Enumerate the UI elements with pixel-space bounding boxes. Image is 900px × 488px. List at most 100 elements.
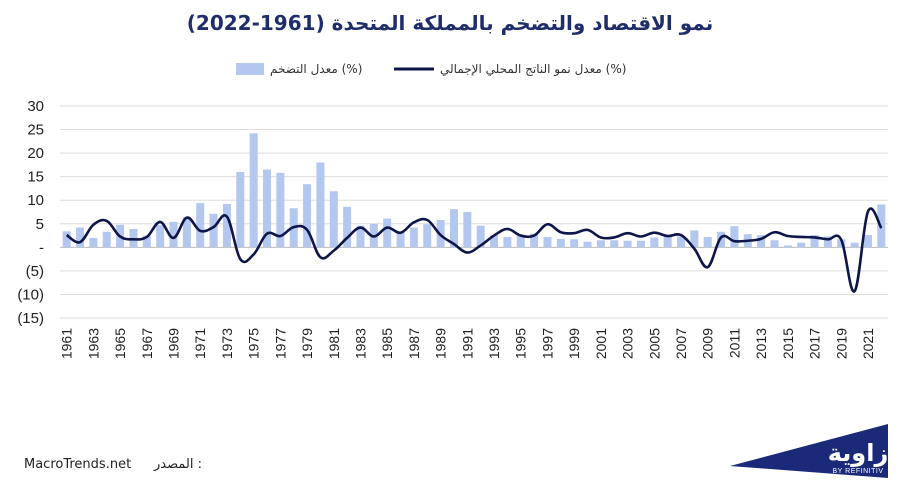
y-tick-label: 30: [27, 98, 44, 115]
gdp-line: [65, 207, 883, 293]
inflation-bar-1981: [329, 191, 338, 248]
source-value: MacroTrends.net: [24, 457, 131, 472]
inflation-bar-1998: [556, 238, 565, 248]
x-tick-label: 1987: [406, 328, 422, 359]
x-tick-label: 1999: [566, 328, 582, 359]
x-tick-label: 1995: [513, 328, 529, 359]
x-tick-label: 1973: [219, 328, 235, 359]
inflation-bar-1964: [102, 231, 111, 248]
inflation-bar-1976: [262, 169, 272, 248]
x-tick-label: 2003: [620, 328, 636, 359]
inflation-bar-1975: [249, 133, 258, 248]
x-tick-label: 1997: [539, 328, 555, 359]
inflation-bar-1992: [476, 225, 485, 248]
x-tick-label: 2011: [726, 328, 742, 358]
inflation-bar-1999: [570, 239, 579, 248]
y-tick-label: 10: [27, 192, 44, 209]
logo-text: زاوية: [828, 439, 889, 467]
inflation-bar-1973: [222, 203, 231, 248]
x-tick-label: 1993: [486, 328, 502, 359]
inflation-bar-1977: [276, 172, 285, 248]
inflation-bar-2013: [757, 235, 766, 248]
inflation-bar-1980: [316, 162, 325, 248]
x-tick-label: 2001: [593, 328, 609, 359]
x-tick-label: 1961: [59, 328, 75, 359]
x-tick-label: 1971: [192, 328, 208, 359]
legend-label-inflation: معدل التضخم (%): [270, 62, 362, 76]
inflation-bar-2007: [676, 236, 686, 248]
x-tick-label: 1975: [246, 328, 262, 359]
legend: معدل التضخم (%) معدل نمو الناتج المحلي ا…: [236, 62, 626, 77]
x-tick-label: 2013: [753, 328, 769, 359]
inflation-bar-1988: [423, 224, 432, 248]
inflation-bar-2015: [783, 245, 792, 248]
inflation-bar-1971: [196, 203, 205, 248]
y-axis-ticks: 30 25 20 15 10 5 - (5) (10) (15): [17, 98, 44, 327]
inflation-bar-1979: [303, 184, 312, 248]
inflation-bar-1969: [169, 221, 178, 248]
x-tick-label: 1981: [326, 328, 342, 359]
inflation-bar-2011: [730, 226, 739, 248]
inflation-bar-2014: [770, 240, 779, 248]
inflation-bar-2016: [797, 242, 806, 248]
inflation-bar-1993: [490, 235, 499, 248]
inflation-bar-1963: [89, 237, 98, 248]
inflation-bar-1997: [543, 236, 552, 248]
inflation-bar-2009: [703, 236, 712, 248]
inflation-bar-2000: [583, 241, 592, 248]
y-tick-label: (10): [17, 286, 44, 303]
x-tick-label: 1989: [433, 328, 449, 359]
inflation-bar-1986: [396, 231, 405, 248]
inflation-bar-2020: [850, 242, 859, 248]
x-tick-label: 1977: [272, 328, 288, 359]
inflation-bar-1987: [409, 227, 418, 248]
inflation-bar-1970: [182, 217, 191, 248]
inflation-bar-1996: [530, 233, 539, 248]
source-label: المصدر :: [153, 457, 202, 472]
inflation-bar-1983: [356, 225, 365, 248]
gdp-growth-line: [65, 207, 883, 293]
inflation-bar-1985: [383, 218, 392, 248]
inflation-bar-1990: [449, 209, 458, 248]
inflation-bar-2018: [823, 236, 832, 248]
inflation-bar-2005: [650, 237, 659, 248]
y-tick-label: (5): [26, 263, 44, 280]
x-tick-label: 1969: [166, 328, 182, 359]
logo-subtext: BY REFINITIV: [833, 468, 884, 475]
y-tick-label: 20: [27, 145, 44, 162]
inflation-bar-2017: [810, 235, 819, 248]
x-tick-label: 2015: [780, 328, 796, 359]
zawya-logo: زاوية BY REFINITIV: [730, 424, 888, 478]
x-tick-label: 2017: [807, 328, 823, 359]
chart-title: نمو الاقتصاد والتضخم بالمملكة المتحدة (1…: [187, 11, 713, 35]
y-tick-label: 25: [27, 122, 44, 139]
inflation-bar-2004: [636, 240, 645, 248]
inflation-bar-1982: [343, 206, 352, 248]
x-tick-label: 1965: [112, 328, 128, 359]
inflation-bar-1991: [463, 212, 472, 248]
y-tick-label: -: [39, 239, 44, 256]
inflation-bar-1994: [503, 236, 512, 248]
inflation-bar-1972: [209, 213, 218, 248]
x-tick-label: 2009: [700, 328, 716, 359]
y-tick-label: 15: [27, 169, 44, 186]
inflation-bar-1962: [76, 227, 85, 248]
x-tick-label: 2005: [646, 328, 662, 359]
inflation-bar-1974: [236, 171, 245, 248]
x-tick-label: 1983: [352, 328, 368, 359]
x-tick-label: 2021: [860, 328, 876, 359]
inflation-bars: [62, 133, 886, 248]
inflation-bar-2021: [863, 235, 872, 248]
x-tick-label: 2019: [833, 328, 849, 359]
x-tick-label: 1991: [459, 328, 475, 359]
x-tick-label: 2007: [673, 328, 689, 359]
x-tick-label: 1963: [85, 328, 101, 359]
y-tick-label: (15): [17, 310, 44, 327]
x-axis-ticks: 1961 1963 1965 1967 1969 1971 1973 1975 1977 1979…: [59, 328, 876, 359]
x-tick-label: 1985: [379, 328, 395, 359]
inflation-bar-1995: [516, 234, 525, 248]
legend-label-gdp: معدل نمو الناتج المحلي الإجمالي (%): [440, 62, 626, 77]
inflation-bar-1961: [62, 231, 71, 248]
x-tick-label: 1979: [299, 328, 315, 359]
